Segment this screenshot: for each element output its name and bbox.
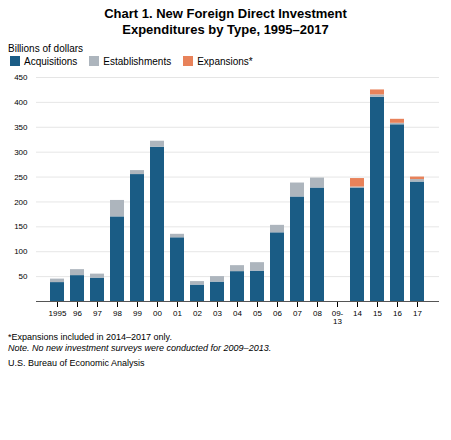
svg-text:1995: 1995 (49, 309, 67, 318)
svg-text:97: 97 (93, 309, 102, 318)
svg-text:16: 16 (393, 309, 402, 318)
html-text:Expansions*: Expansions* (197, 55, 253, 67)
svg-text:08: 08 (313, 309, 322, 318)
svg-text:14: 14 (353, 309, 362, 318)
html-text:Note. No new investment survey: Note. No new investment surveys were con… (8, 342, 272, 353)
svg-text:150: 150 (14, 222, 28, 231)
html-text:*Expansions included in 2014–2: *Expansions included in 2014–2017 only. (8, 331, 172, 342)
svg-text:250: 250 (14, 172, 28, 181)
svg-text:04: 04 (233, 309, 242, 318)
svg-text:400: 400 (14, 97, 28, 106)
html-text:Chart 1. New Foreign Direct In: Chart 1. New Foreign Direct Investment E… (104, 6, 347, 38)
svg-text:09-13: 09-13 (332, 309, 344, 326)
svg-text:06: 06 (273, 309, 282, 318)
svg-text:00: 00 (153, 309, 162, 318)
svg-text:01: 01 (173, 309, 182, 318)
svg-text:15: 15 (373, 309, 382, 318)
svg-text:96: 96 (73, 309, 82, 318)
html-text:Billions of dollars: Billions of dollars (8, 42, 83, 54)
svg-text:50: 50 (19, 272, 28, 281)
svg-text:03: 03 (213, 309, 222, 318)
html-text:U.S. Bureau of Economic Analys: U.S. Bureau of Economic Analysis (8, 357, 145, 368)
svg-text:17: 17 (413, 309, 422, 318)
svg-text:05: 05 (253, 309, 262, 318)
svg-text:99: 99 (133, 309, 142, 318)
svg-text:02: 02 (193, 309, 202, 318)
svg-text:100: 100 (14, 247, 28, 256)
html-text:Acquisitions: Acquisitions (24, 55, 78, 67)
svg-text:07: 07 (293, 309, 302, 318)
svg-text:450: 450 (14, 73, 28, 82)
svg-text:98: 98 (113, 309, 122, 318)
svg-text:300: 300 (14, 147, 28, 156)
svg-text:350: 350 (14, 122, 28, 131)
svg-text:200: 200 (14, 197, 28, 206)
html-text:Establishments: Establishments (103, 55, 172, 67)
